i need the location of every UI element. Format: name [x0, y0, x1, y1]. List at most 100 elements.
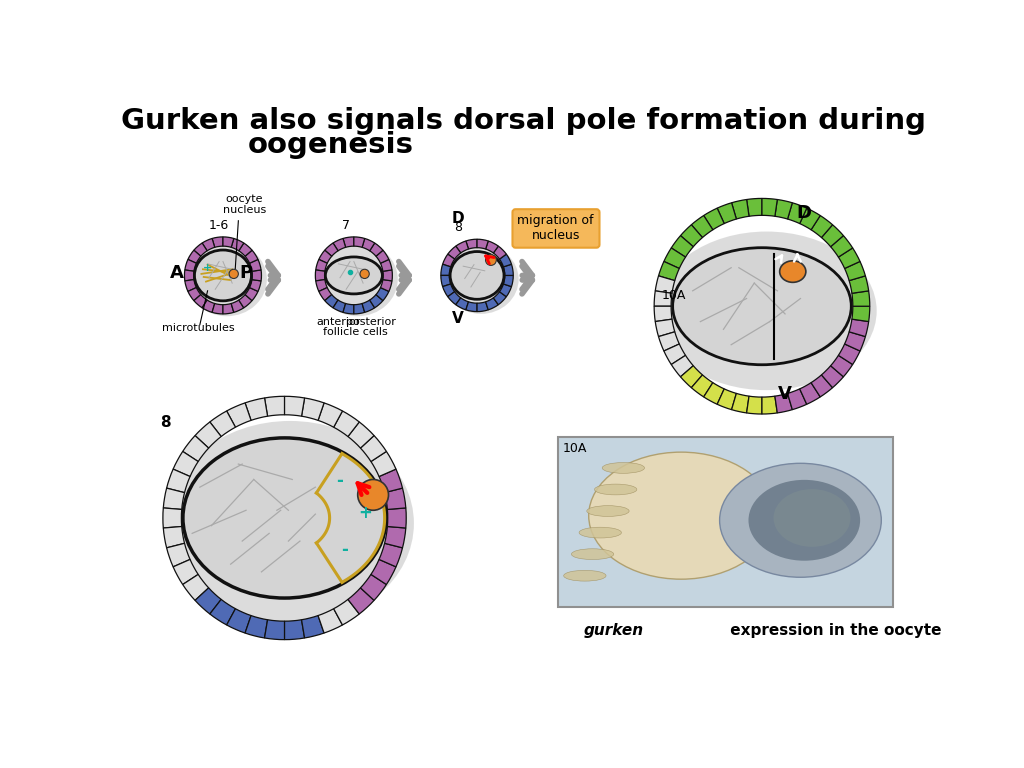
- Wedge shape: [800, 208, 820, 230]
- Wedge shape: [494, 246, 506, 259]
- Wedge shape: [839, 344, 860, 365]
- Wedge shape: [362, 239, 375, 251]
- Wedge shape: [441, 264, 451, 276]
- Wedge shape: [163, 527, 184, 548]
- Wedge shape: [333, 239, 346, 251]
- Wedge shape: [477, 302, 488, 312]
- Ellipse shape: [571, 549, 613, 560]
- Wedge shape: [775, 393, 793, 413]
- Wedge shape: [226, 609, 251, 633]
- Wedge shape: [811, 375, 833, 397]
- Ellipse shape: [443, 245, 518, 314]
- Wedge shape: [500, 254, 511, 266]
- Wedge shape: [354, 303, 365, 314]
- Text: posterior: posterior: [346, 317, 395, 327]
- Wedge shape: [852, 291, 869, 306]
- Ellipse shape: [749, 480, 860, 561]
- Wedge shape: [370, 243, 383, 257]
- Wedge shape: [210, 599, 236, 625]
- Ellipse shape: [317, 243, 397, 316]
- Wedge shape: [664, 248, 685, 269]
- Wedge shape: [318, 250, 332, 263]
- Wedge shape: [301, 398, 324, 420]
- Wedge shape: [348, 588, 374, 614]
- Wedge shape: [315, 280, 328, 291]
- Wedge shape: [202, 239, 215, 251]
- Wedge shape: [830, 236, 853, 257]
- Wedge shape: [703, 208, 724, 230]
- Wedge shape: [333, 300, 346, 313]
- Text: V: V: [778, 385, 792, 402]
- Wedge shape: [787, 203, 807, 223]
- Wedge shape: [202, 300, 215, 313]
- Wedge shape: [379, 543, 402, 567]
- Wedge shape: [223, 237, 233, 247]
- Wedge shape: [387, 508, 407, 528]
- Wedge shape: [194, 295, 207, 308]
- Wedge shape: [839, 248, 860, 269]
- Wedge shape: [500, 284, 511, 296]
- Wedge shape: [821, 366, 844, 388]
- Wedge shape: [185, 280, 197, 291]
- Wedge shape: [212, 237, 223, 247]
- Wedge shape: [173, 559, 199, 584]
- Wedge shape: [239, 295, 252, 308]
- Wedge shape: [318, 287, 332, 300]
- Ellipse shape: [656, 231, 877, 390]
- Circle shape: [485, 255, 497, 266]
- Wedge shape: [691, 375, 713, 397]
- Wedge shape: [250, 280, 261, 291]
- Ellipse shape: [773, 489, 851, 547]
- Wedge shape: [250, 260, 261, 271]
- Wedge shape: [185, 260, 197, 271]
- Wedge shape: [371, 559, 396, 584]
- Wedge shape: [762, 198, 777, 217]
- Circle shape: [229, 270, 239, 279]
- Wedge shape: [477, 239, 488, 249]
- Wedge shape: [494, 292, 506, 305]
- Circle shape: [360, 270, 370, 279]
- Wedge shape: [318, 609, 342, 633]
- Text: migration of
nucleus: migration of nucleus: [517, 214, 594, 243]
- Wedge shape: [318, 403, 342, 427]
- Wedge shape: [167, 543, 190, 567]
- Text: 8: 8: [160, 415, 170, 430]
- Wedge shape: [447, 292, 461, 305]
- Ellipse shape: [563, 571, 606, 581]
- Text: 10A: 10A: [562, 442, 587, 455]
- Wedge shape: [655, 319, 675, 336]
- Wedge shape: [845, 332, 865, 351]
- Bar: [558, 437, 893, 607]
- Wedge shape: [658, 261, 679, 280]
- Wedge shape: [285, 396, 304, 416]
- Wedge shape: [456, 241, 469, 253]
- Wedge shape: [654, 306, 672, 322]
- Wedge shape: [379, 469, 402, 492]
- Wedge shape: [223, 303, 233, 314]
- Text: +: +: [358, 504, 373, 522]
- Wedge shape: [173, 452, 199, 476]
- Wedge shape: [775, 200, 793, 219]
- Text: V: V: [452, 311, 464, 326]
- Wedge shape: [731, 393, 749, 413]
- Wedge shape: [485, 241, 499, 253]
- Ellipse shape: [779, 261, 806, 283]
- Ellipse shape: [589, 452, 773, 579]
- Wedge shape: [849, 276, 868, 293]
- Wedge shape: [658, 332, 679, 351]
- Wedge shape: [245, 287, 258, 300]
- Wedge shape: [821, 225, 844, 247]
- Ellipse shape: [595, 484, 637, 495]
- Wedge shape: [354, 237, 365, 247]
- Wedge shape: [188, 287, 201, 300]
- Text: P: P: [240, 264, 253, 282]
- Wedge shape: [252, 270, 261, 281]
- Wedge shape: [762, 396, 777, 414]
- Ellipse shape: [166, 421, 414, 626]
- Wedge shape: [787, 389, 807, 409]
- Wedge shape: [672, 356, 693, 377]
- Wedge shape: [717, 389, 736, 409]
- Wedge shape: [182, 435, 209, 462]
- Wedge shape: [194, 243, 207, 257]
- Wedge shape: [163, 488, 184, 509]
